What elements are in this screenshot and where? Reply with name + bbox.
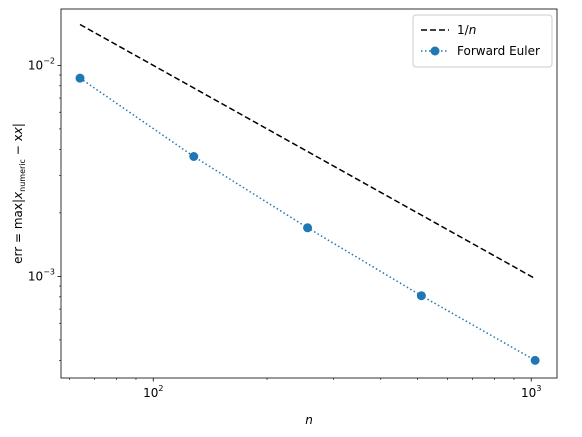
axis-ticks: 102 103 10−2 10−3 (28, 56, 541, 400)
legend: 1/n Forward Euler (412, 14, 553, 68)
y-tick-label: 10−2 (28, 56, 55, 72)
plot-area (60, 8, 558, 379)
y-tick-label: 10−3 (28, 267, 55, 283)
data-point (530, 355, 540, 365)
data-point (189, 151, 199, 161)
series-line-0 (79, 23, 536, 280)
data-point (303, 223, 313, 233)
axis-labels: n err = max|xnumeric − xx| (11, 123, 313, 427)
y-label-var-2: x (11, 126, 25, 135)
y-label-rhs: − x (11, 134, 25, 159)
legend-label-1: Forward Euler (457, 44, 540, 58)
x-tick-label: 102 (143, 384, 163, 400)
y-axis-label: err = max|xnumeric − xx| (11, 123, 27, 264)
y-label-bar-right: | (11, 123, 25, 127)
y-label-bar-left: | (11, 199, 25, 203)
legend-label-0: 1/n (457, 23, 476, 37)
legend-box (412, 14, 553, 68)
x-axis-label: n (305, 413, 313, 427)
data-point (75, 73, 85, 83)
axes-frame (60, 8, 558, 379)
y-label-var: x (11, 191, 25, 200)
y-label-lhs: err = max (11, 203, 25, 264)
x-tick-label: 103 (521, 384, 541, 400)
y-label-subscript: numeric (18, 159, 27, 192)
data-point (416, 291, 426, 301)
legend-marker (430, 46, 440, 56)
